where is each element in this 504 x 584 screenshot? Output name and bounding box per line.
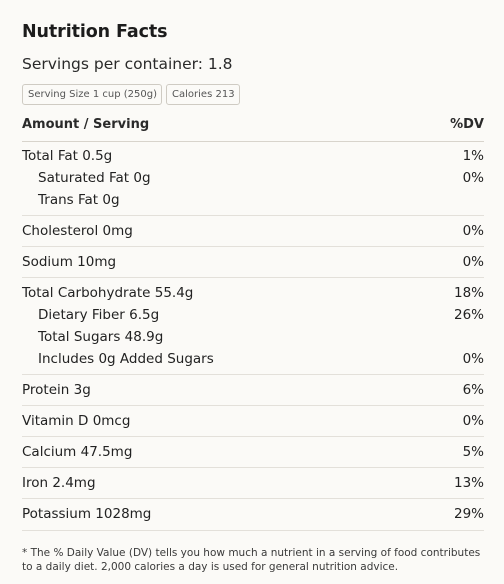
nutrient-dv: 26% [453,307,484,323]
nutrient-dv: 13% [453,475,484,491]
nutrient-label: Vitamin D 0mcg [22,413,131,429]
nutrient-label: Total Carbohydrate 55.4g [22,285,194,301]
nutrient-dv: 0% [462,223,484,239]
nutrient-row-iron: Iron 2.4mg 13% [22,474,484,492]
nutrient-label: Sodium 10mg [22,254,117,270]
nutrient-row-dietary-fiber: Dietary Fiber 6.5g 26% [22,306,484,324]
nutrient-row-sodium: Sodium 10mg 0% [22,253,484,271]
nutrient-row-calcium: Calcium 47.5mg 5% [22,443,484,461]
servings-per-container: Servings per container: 1.8 [22,55,233,73]
calories-badge: Calories 213 [166,84,240,105]
nutrient-row-trans-fat: Trans Fat 0g [22,191,484,209]
divider [22,436,484,437]
amount-header: Amount / Serving [22,117,150,132]
nutrient-row-vitamin-d: Vitamin D 0mcg 0% [22,412,484,430]
daily-value-footnote: * The % Daily Value (DV) tells you how m… [22,547,481,573]
nutrient-row-added-sugars: Includes 0g Added Sugars 0% [22,350,484,368]
nutrient-dv: 0% [462,170,484,186]
nutrient-dv: 0% [462,413,484,429]
badge-group: Serving Size 1 cup (250g) Calories 213 [22,84,240,105]
divider [22,246,484,247]
nutrient-label: Protein 3g [22,382,91,398]
divider [22,277,484,278]
divider [22,141,484,142]
nutrient-row-potassium: Potassium 1028mg 29% [22,505,484,523]
nutrient-label: Dietary Fiber 6.5g [38,307,160,323]
nutrient-label: Iron 2.4mg [22,475,96,491]
divider [22,374,484,375]
serving-size-badge: Serving Size 1 cup (250g) [22,84,163,105]
nutrient-dv: 6% [462,382,484,398]
nutrient-dv: 1% [462,148,484,164]
nutrient-row-cholesterol: Cholesterol 0mg 0% [22,222,484,240]
nutrient-label: Total Fat 0.5g [22,148,113,164]
nutrient-label: Saturated Fat 0g [38,170,151,186]
table-header: Amount / Serving %DV [22,117,484,132]
divider [22,215,484,216]
nutrient-dv: 5% [462,444,484,460]
nutrient-label: Trans Fat 0g [38,192,120,208]
nutrient-label: Total Sugars 48.9g [38,329,164,345]
divider [22,405,484,406]
nutrient-row-total-carbohydrate: Total Carbohydrate 55.4g 18% [22,284,484,302]
nutrient-label: Cholesterol 0mg [22,223,133,239]
nutrient-row-total-fat: Total Fat 0.5g 1% [22,147,484,165]
nutrient-label: Includes 0g Added Sugars [38,351,214,367]
nutrient-label: Potassium 1028mg [22,506,152,522]
divider [22,467,484,468]
nutrient-dv: 18% [453,285,484,301]
dv-header: %DV [450,117,484,132]
divider [22,530,484,531]
nutrient-dv: 29% [453,506,484,522]
nutrient-label: Calcium 47.5mg [22,444,133,460]
nutrient-row-total-sugars: Total Sugars 48.9g [22,328,484,346]
page-title: Nutrition Facts [22,22,168,42]
nutrient-dv: 0% [462,254,484,270]
nutrient-dv: 0% [462,351,484,367]
nutrient-row-protein: Protein 3g 6% [22,381,484,399]
nutrient-row-saturated-fat: Saturated Fat 0g 0% [22,169,484,187]
divider [22,498,484,499]
